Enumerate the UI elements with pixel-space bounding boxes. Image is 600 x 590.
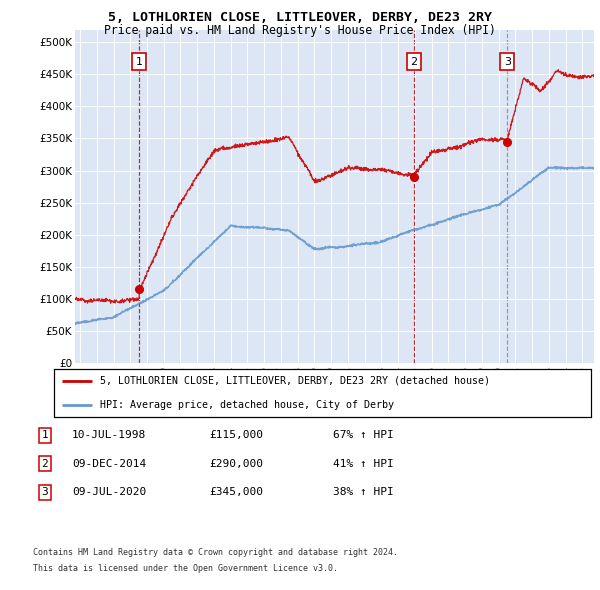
Text: £115,000: £115,000: [209, 431, 263, 440]
Text: 3: 3: [504, 57, 511, 67]
Text: Price paid vs. HM Land Registry's House Price Index (HPI): Price paid vs. HM Land Registry's House …: [104, 24, 496, 37]
Text: 09-DEC-2014: 09-DEC-2014: [72, 459, 146, 468]
Text: 1: 1: [136, 57, 143, 67]
Text: 2: 2: [410, 57, 418, 67]
Text: HPI: Average price, detached house, City of Derby: HPI: Average price, detached house, City…: [100, 400, 394, 410]
Text: £290,000: £290,000: [209, 459, 263, 468]
Text: 2: 2: [41, 459, 49, 468]
Text: 10-JUL-1998: 10-JUL-1998: [72, 431, 146, 440]
Text: 5, LOTHLORIEN CLOSE, LITTLEOVER, DERBY, DE23 2RY: 5, LOTHLORIEN CLOSE, LITTLEOVER, DERBY, …: [108, 11, 492, 24]
Text: 09-JUL-2020: 09-JUL-2020: [72, 487, 146, 497]
Text: 67% ↑ HPI: 67% ↑ HPI: [333, 431, 394, 440]
Text: Contains HM Land Registry data © Crown copyright and database right 2024.: Contains HM Land Registry data © Crown c…: [33, 548, 398, 556]
Text: £345,000: £345,000: [209, 487, 263, 497]
Text: 38% ↑ HPI: 38% ↑ HPI: [333, 487, 394, 497]
Text: 3: 3: [41, 487, 49, 497]
Text: This data is licensed under the Open Government Licence v3.0.: This data is licensed under the Open Gov…: [33, 564, 338, 573]
Text: 5, LOTHLORIEN CLOSE, LITTLEOVER, DERBY, DE23 2RY (detached house): 5, LOTHLORIEN CLOSE, LITTLEOVER, DERBY, …: [100, 376, 490, 386]
Text: 41% ↑ HPI: 41% ↑ HPI: [333, 459, 394, 468]
Text: 1: 1: [41, 431, 49, 440]
